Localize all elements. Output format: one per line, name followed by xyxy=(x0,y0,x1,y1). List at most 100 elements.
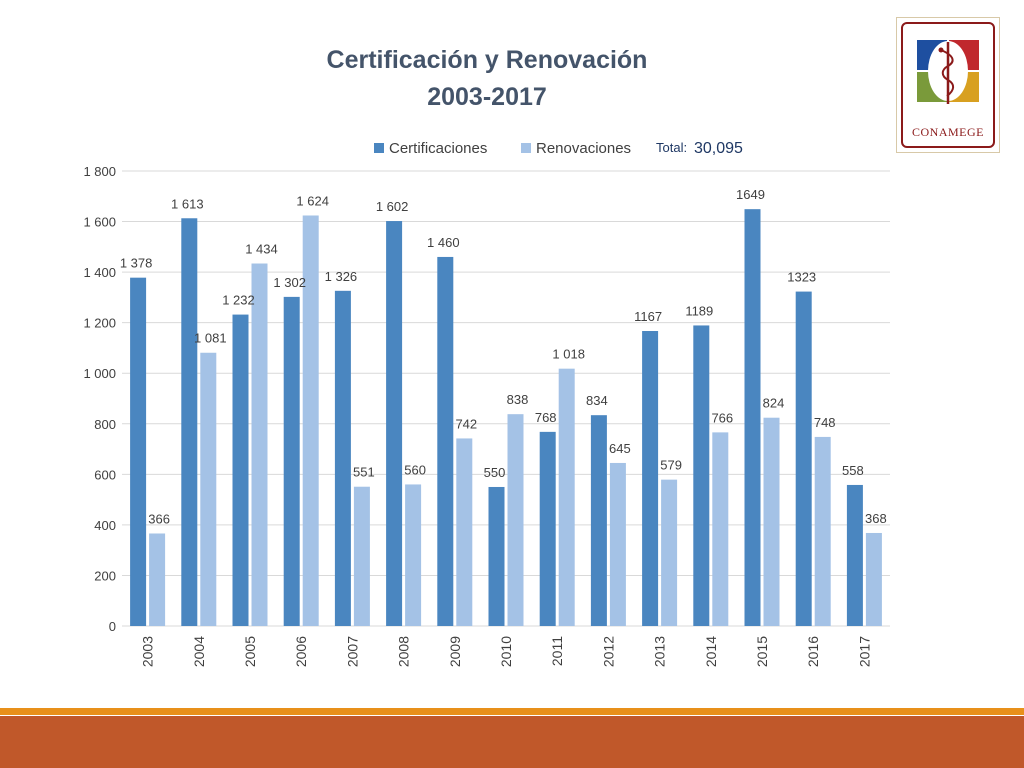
data-label: 838 xyxy=(507,392,529,407)
x-tick-label: 2005 xyxy=(242,636,258,667)
y-tick-label: 800 xyxy=(94,417,116,432)
bar-certificaciones-2010 xyxy=(488,486,505,626)
x-tick-label: 2017 xyxy=(856,636,872,667)
bar-renovaciones-2010 xyxy=(507,414,524,626)
bar-certificaciones-2004 xyxy=(181,218,198,626)
legend-swatch-certificaciones xyxy=(374,143,384,153)
data-label: 1 460 xyxy=(427,235,460,250)
legend-swatch-renovaciones xyxy=(521,143,531,153)
data-label: 1 302 xyxy=(273,275,306,290)
bar-renovaciones-2004 xyxy=(200,352,217,626)
bar-certificaciones-2011 xyxy=(539,431,556,626)
y-tick-label: 400 xyxy=(94,518,116,533)
bar-certificaciones-2017 xyxy=(846,484,863,626)
bar-renovaciones-2006 xyxy=(302,215,319,626)
x-tick-label: 2013 xyxy=(652,636,668,667)
chart: Certificación y Renovación 2003-2017 Cer… xyxy=(83,46,890,667)
data-label: 742 xyxy=(455,416,477,431)
data-label: 768 xyxy=(535,410,557,425)
bar-certificaciones-2003 xyxy=(130,277,147,626)
bar-renovaciones-2011 xyxy=(558,368,575,626)
x-tick-label: 2016 xyxy=(805,636,821,667)
y-tick-label: 1 600 xyxy=(83,215,116,230)
data-label: 1 624 xyxy=(296,193,329,208)
x-tick-label: 2009 xyxy=(447,636,463,667)
gridlines xyxy=(122,170,890,627)
chart-title-line-1: Certificación y Renovación xyxy=(327,46,648,74)
bar-certificaciones-2006 xyxy=(283,296,300,626)
chart-title-line-2: 2003-2017 xyxy=(427,83,547,111)
data-label: 1323 xyxy=(787,270,816,285)
bar-certificaciones-2014 xyxy=(693,325,710,626)
data-label: 1 232 xyxy=(222,293,255,308)
data-label: 1189 xyxy=(685,303,713,318)
bar-certificaciones-2012 xyxy=(590,415,607,626)
bar-renovaciones-2014 xyxy=(712,432,729,626)
data-label: 834 xyxy=(586,393,608,408)
bar-renovaciones-2007 xyxy=(353,486,370,626)
x-tick-label: 2003 xyxy=(140,636,156,667)
data-label: 1167 xyxy=(634,309,662,324)
y-tick-label: 1 800 xyxy=(83,164,116,179)
bar-renovaciones-2017 xyxy=(865,532,882,626)
data-label: 1 326 xyxy=(325,269,358,284)
bars xyxy=(130,209,882,627)
y-tick-label: 1 400 xyxy=(83,265,116,280)
x-tick-label: 2007 xyxy=(344,636,360,667)
data-label: 1649 xyxy=(736,187,765,202)
data-label: 579 xyxy=(660,458,682,473)
y-tick-label: 0 xyxy=(109,619,116,634)
x-tick-label: 2014 xyxy=(703,636,719,667)
data-labels: 1 378 366 1 613 1 081 1 232 1 434 1 302 1 624 1 … xyxy=(120,187,887,526)
footer-accent-line xyxy=(0,708,1024,715)
bar-certificaciones-2008 xyxy=(386,221,403,627)
caduceus-icon xyxy=(917,40,979,104)
x-tick-label: 2011 xyxy=(549,636,565,666)
data-label: 1 613 xyxy=(171,196,204,211)
data-label: 824 xyxy=(763,396,785,411)
bar-renovaciones-2016 xyxy=(814,436,831,626)
footer-band xyxy=(0,716,1024,768)
bar-renovaciones-2003 xyxy=(149,533,166,626)
legend-label-certificaciones: Certificaciones xyxy=(389,140,487,157)
data-label: 551 xyxy=(353,465,375,480)
y-axis-ticks: 0 200 400 600 800 1 000 1 200 1 400 1 600 1 800 xyxy=(83,164,116,634)
data-label: 645 xyxy=(609,441,631,456)
bar-renovaciones-2015 xyxy=(763,417,780,626)
data-label: 366 xyxy=(148,511,170,526)
data-label: 1 434 xyxy=(245,242,278,257)
x-tick-label: 2006 xyxy=(293,636,309,667)
x-axis-ticks: 2003 2004 2005 2006 2007 2008 2009 2010 2011 2012… xyxy=(140,636,873,667)
bar-certificaciones-2009 xyxy=(437,256,454,626)
legend-label-renovaciones: Renovaciones xyxy=(536,140,631,157)
data-label: 550 xyxy=(484,465,506,480)
bar-renovaciones-2013 xyxy=(661,479,678,626)
bar-renovaciones-2005 xyxy=(251,263,268,626)
data-label: 748 xyxy=(814,415,836,430)
total-label: Total: xyxy=(656,140,687,155)
bar-certificaciones-2015 xyxy=(744,209,761,627)
data-label: 766 xyxy=(711,410,733,425)
y-tick-label: 600 xyxy=(94,467,116,482)
y-tick-label: 200 xyxy=(94,568,116,583)
bar-renovaciones-2009 xyxy=(456,438,473,626)
y-tick-label: 1 000 xyxy=(83,366,116,381)
data-label: 560 xyxy=(404,462,426,477)
data-label: 1 602 xyxy=(376,199,409,214)
legend: Certificaciones Renovaciones Total: 30,0… xyxy=(374,140,743,157)
data-label: 1 378 xyxy=(120,256,153,271)
data-label: 558 xyxy=(842,463,864,478)
total-value: 30,095 xyxy=(694,140,743,157)
data-label: 368 xyxy=(865,511,887,526)
logo-frame: CONAMEGE xyxy=(901,22,995,148)
x-tick-label: 2012 xyxy=(600,636,616,667)
bar-certificaciones-2013 xyxy=(642,331,659,626)
x-tick-label: 2008 xyxy=(396,636,412,667)
x-tick-label: 2004 xyxy=(191,636,207,667)
bar-certificaciones-2007 xyxy=(334,290,351,626)
data-label: 1 018 xyxy=(552,347,585,362)
logo-text: CONAMEGE xyxy=(912,125,984,139)
conamege-logo: CONAMEGE xyxy=(896,17,1000,153)
x-tick-label: 2015 xyxy=(754,636,770,667)
bar-certificaciones-2016 xyxy=(795,291,812,626)
